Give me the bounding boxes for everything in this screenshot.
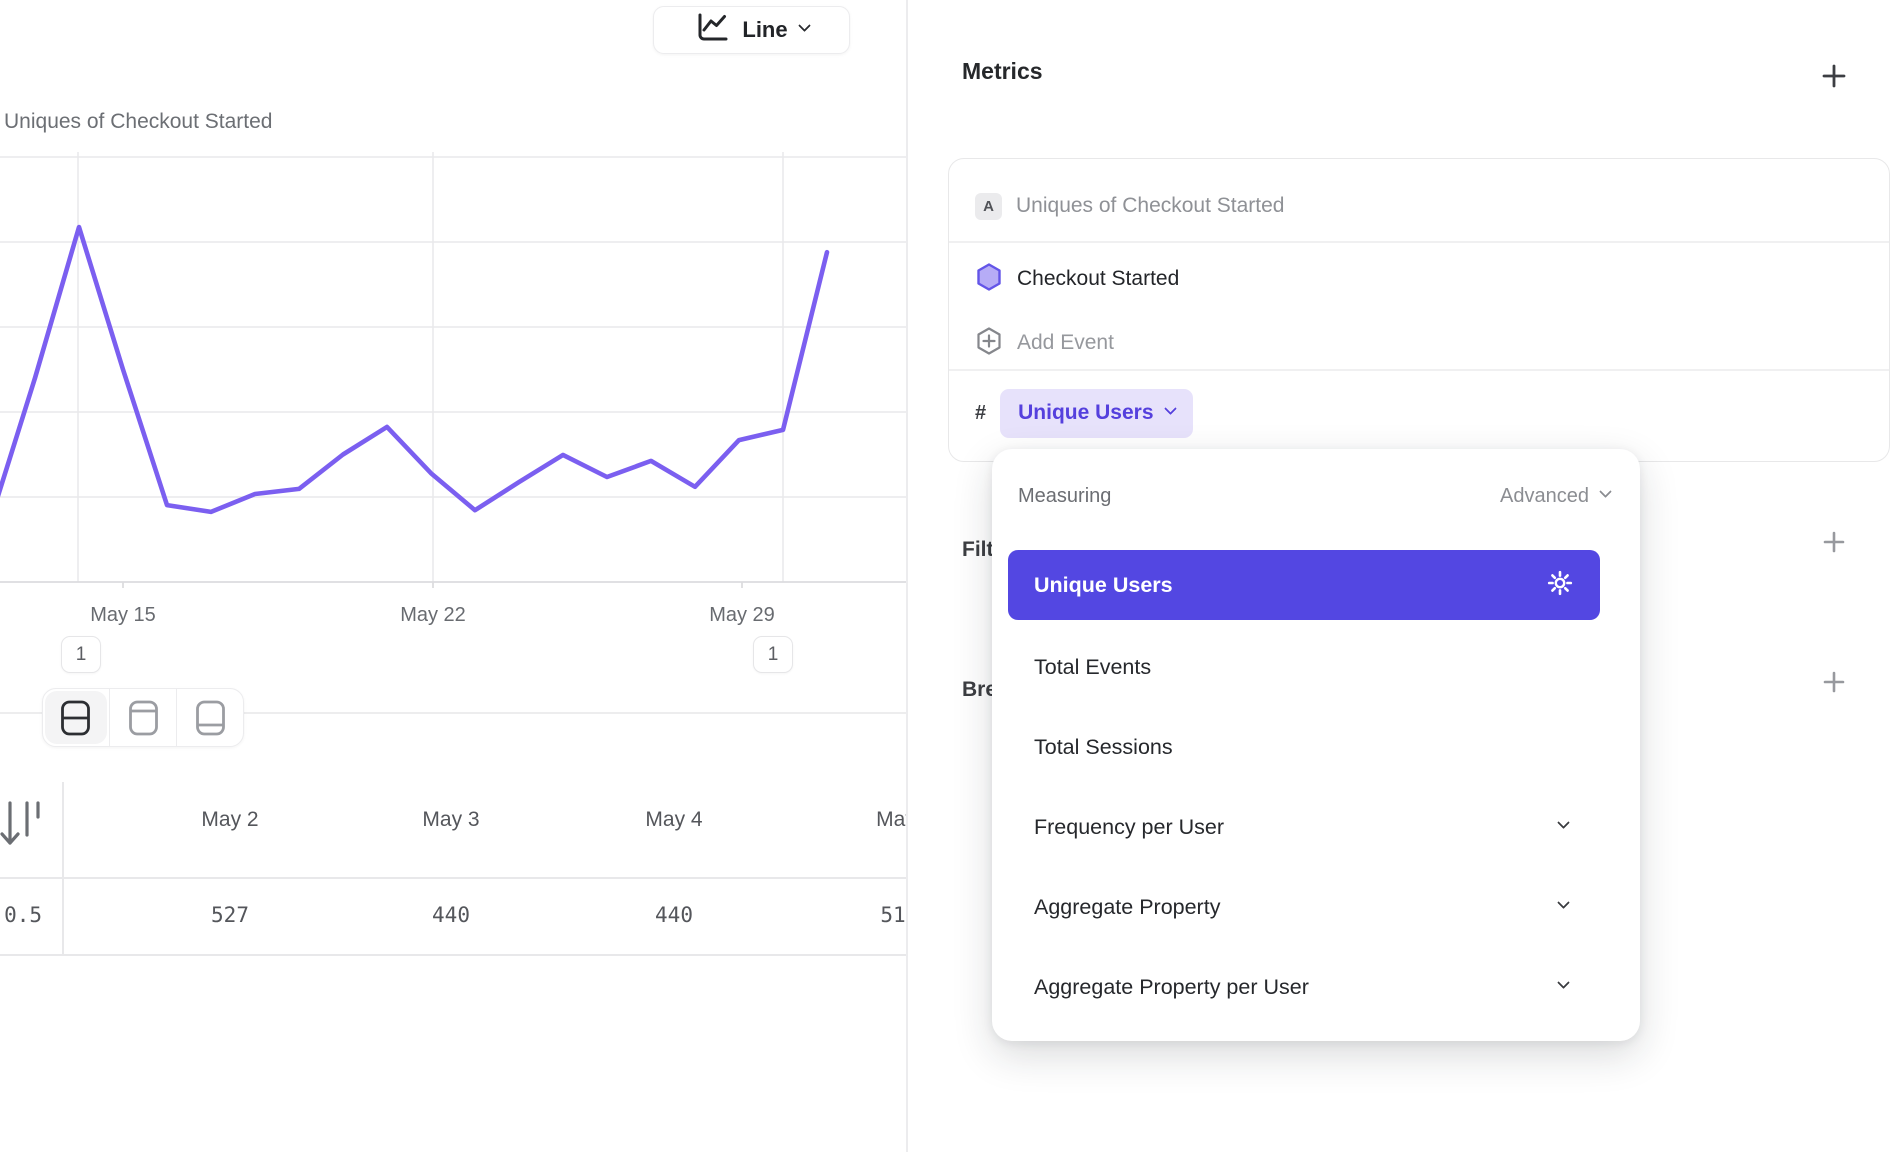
dropdown-item-label: Frequency per User bbox=[1034, 814, 1224, 839]
plus-icon bbox=[1822, 64, 1846, 88]
x-axis-tick-label: May 22 bbox=[400, 604, 466, 626]
chevron-down-icon bbox=[1557, 815, 1570, 829]
dropdown-item-label: Total Sessions bbox=[1034, 734, 1173, 759]
measuring-label: Measuring bbox=[1018, 485, 1112, 507]
table-only-icon bbox=[195, 700, 225, 735]
table-cell: 51 bbox=[880, 903, 906, 927]
chevron-down-icon bbox=[797, 18, 811, 32]
dropdown-item-total-sessions[interactable]: Total Sessions bbox=[1008, 712, 1600, 782]
chart-panel: Line Uniques of Checkout Started May 15 … bbox=[0, 0, 906, 1152]
segment-separator bbox=[175, 689, 178, 746]
table-column-header[interactable]: May 3 bbox=[422, 808, 480, 831]
plus-icon bbox=[1823, 531, 1845, 553]
add-event-hexagon-plus-icon bbox=[975, 326, 1003, 361]
card-divider bbox=[949, 369, 1889, 371]
chart-only-icon bbox=[128, 700, 158, 735]
table-column-header[interactable]: May bbox=[876, 808, 906, 831]
dropdown-item-label: Total Events bbox=[1034, 654, 1152, 679]
table-row-label: 0.5 bbox=[4, 903, 42, 927]
chevron-down-icon bbox=[1557, 895, 1570, 909]
table-header-separator bbox=[0, 877, 906, 879]
table-column-header[interactable]: May 2 bbox=[201, 808, 259, 831]
add-filter-button[interactable] bbox=[1820, 528, 1848, 556]
sort-descending-icon[interactable] bbox=[0, 797, 44, 864]
measuring-dropdown: Measuring Advanced Unique Users bbox=[992, 449, 1640, 1041]
hash-icon: # bbox=[975, 401, 987, 424]
plus-icon bbox=[1823, 671, 1845, 693]
table-only-button[interactable] bbox=[179, 691, 241, 744]
chart-type-dropdown[interactable]: Line bbox=[653, 6, 850, 54]
measuring-dropdown-header: Measuring Advanced bbox=[1018, 485, 1612, 508]
chevron-down-icon bbox=[1163, 402, 1177, 416]
gear-icon[interactable] bbox=[1546, 569, 1574, 602]
dropdown-item-label: Aggregate Property bbox=[1034, 894, 1221, 919]
chart-only-button[interactable] bbox=[112, 691, 174, 744]
dropdown-item-unique-users[interactable]: Unique Users bbox=[1008, 550, 1600, 620]
hexagon-icon bbox=[975, 262, 1003, 297]
metrics-section-title: Metrics bbox=[962, 58, 1043, 84]
dropdown-item-label: Unique Users bbox=[1034, 572, 1173, 597]
dropdown-item-aggregate-property-per-user[interactable]: Aggregate Property per User bbox=[1008, 952, 1600, 1022]
chart-type-label: Line bbox=[742, 17, 788, 42]
line-chart-icon bbox=[694, 12, 730, 49]
advanced-mode-toggle[interactable]: Advanced bbox=[1500, 485, 1612, 508]
event-name: Checkout Started bbox=[1017, 267, 1180, 290]
annotation-badge[interactable]: 1 bbox=[753, 636, 793, 673]
dropdown-item-frequency-per-user[interactable]: Frequency per User bbox=[1008, 792, 1600, 862]
annotation-badge[interactable]: 1 bbox=[61, 636, 101, 673]
event-row[interactable]: Checkout Started bbox=[975, 251, 1869, 307]
panel-vertical-divider bbox=[906, 0, 908, 1152]
metric-letter-badge: A bbox=[975, 192, 1002, 220]
line-chart bbox=[0, 152, 906, 588]
dropdown-item-aggregate-property[interactable]: Aggregate Property bbox=[1008, 872, 1600, 942]
metric-card-header[interactable]: A Uniques of Checkout Started bbox=[975, 182, 1869, 230]
table-column-header[interactable]: May 4 bbox=[645, 808, 703, 831]
measurement-chip[interactable]: Unique Users bbox=[1000, 388, 1193, 438]
chevron-down-icon bbox=[1557, 975, 1570, 989]
metric-title: Uniques of Checkout Started bbox=[1016, 194, 1285, 217]
table-cell: 440 bbox=[655, 903, 693, 927]
advanced-label: Advanced bbox=[1500, 485, 1589, 507]
breakdowns-section-label: Bre bbox=[962, 678, 998, 701]
measurement-row: # Unique Users bbox=[975, 385, 1869, 441]
card-divider bbox=[949, 241, 1889, 243]
dropdown-item-total-events[interactable]: Total Events bbox=[1008, 632, 1600, 702]
table-column-separator bbox=[62, 782, 64, 954]
segment-separator bbox=[108, 689, 111, 746]
add-event-row[interactable]: Add Event bbox=[975, 315, 1869, 371]
view-layout-toggle bbox=[42, 688, 244, 747]
chevron-down-icon bbox=[1599, 485, 1612, 499]
table-row-separator bbox=[0, 954, 906, 956]
chart-title: Uniques of Checkout Started bbox=[4, 110, 273, 133]
add-breakdown-button[interactable] bbox=[1820, 668, 1848, 696]
table-cell: 440 bbox=[432, 903, 470, 927]
add-metric-button[interactable] bbox=[1820, 62, 1848, 90]
split-view-icon bbox=[61, 700, 91, 735]
panel-divider bbox=[0, 712, 906, 714]
x-axis-tick-label: May 15 bbox=[90, 604, 156, 626]
metric-card: A Uniques of Checkout Started Checkout S… bbox=[948, 158, 1890, 462]
dropdown-item-label: Aggregate Property per User bbox=[1034, 974, 1309, 999]
filters-section-label: Filt bbox=[962, 538, 994, 561]
x-axis-tick-label: May 29 bbox=[709, 604, 775, 626]
split-view-button[interactable] bbox=[45, 691, 107, 744]
measurement-chip-label: Unique Users bbox=[1018, 401, 1154, 424]
add-event-label: Add Event bbox=[1017, 331, 1114, 354]
table-cell: 527 bbox=[211, 903, 249, 927]
